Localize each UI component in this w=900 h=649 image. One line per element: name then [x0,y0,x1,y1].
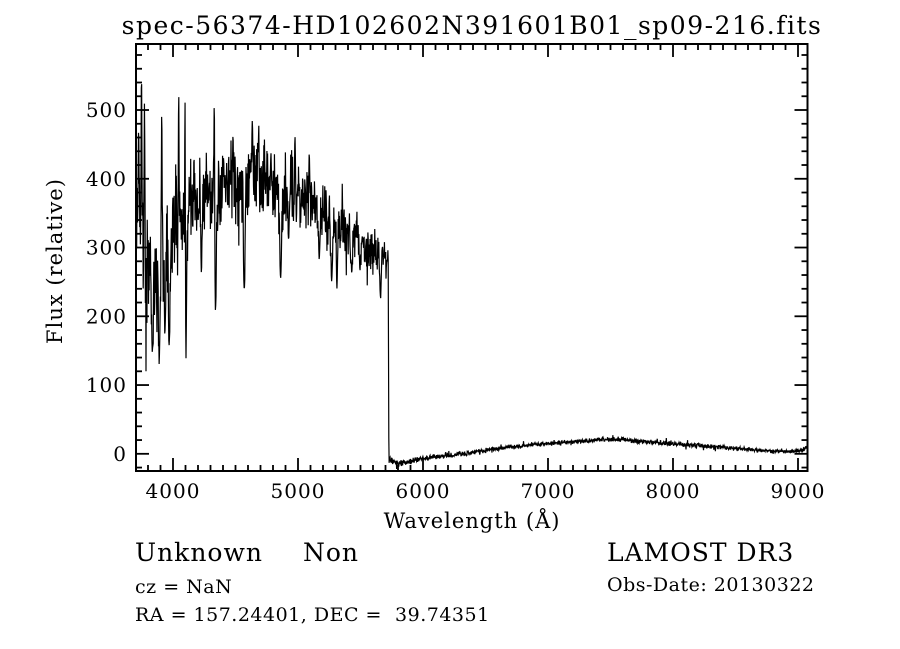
x-tick-label: 4000 [146,479,201,503]
y-tick-label: 100 [86,373,127,397]
y-tick-label: 500 [86,98,127,122]
plot-title: spec-56374-HD102602N391601B01_sp09-216.f… [122,11,823,40]
class-label: Unknown [135,538,263,567]
y-axis-label: Flux (relative) [43,178,67,344]
x-tick-label: 8000 [646,479,701,503]
plot-frame [135,43,809,472]
x-axis-label: Wavelength (Å) [384,508,561,533]
x-tick-label: 7000 [521,479,576,503]
survey-release-label: LAMOST DR3 [607,538,794,567]
x-tick-label: 6000 [396,479,451,503]
subclass-label: Non [303,538,359,567]
y-tick-label: 300 [86,236,127,260]
y-tick-label: 200 [86,304,127,328]
x-tick-label: 5000 [271,479,326,503]
y-tick-label: 0 [113,442,127,466]
obs-date-line: Obs-Date: 20130322 [607,574,815,596]
y-tick-label: 400 [86,167,127,191]
x-tick-label: 9000 [771,479,826,503]
cz-value-line: cz = NaN [135,576,232,598]
axis-tick-labels: 4000 5000 6000 7000 8000 9000 0 100 200 300 400 500 [86,98,826,503]
axis-ticks [136,44,808,471]
spectrum-line [135,84,808,469]
ra-dec-line: RA = 157.24401, DEC = 39.74351 [135,604,490,626]
